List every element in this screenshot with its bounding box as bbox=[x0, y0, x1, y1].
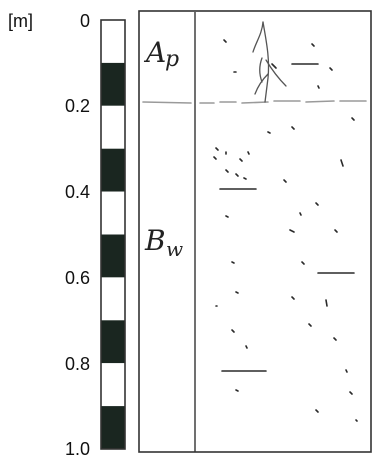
scale-bar-segment bbox=[101, 62, 125, 106]
svg-text:A: A bbox=[143, 36, 166, 69]
scale-bar-segment bbox=[101, 277, 125, 321]
depth-tick-label-4: 0.8 bbox=[65, 354, 90, 374]
depth-scale-bar bbox=[100, 19, 126, 450]
svg-text:p: p bbox=[165, 47, 179, 72]
horizon-boundary-line bbox=[142, 100, 367, 104]
depth-tick-label-2: 0.4 bbox=[65, 182, 90, 202]
scale-bar-segment bbox=[101, 105, 125, 149]
ap-stone-marks bbox=[223, 39, 333, 89]
depth-axis: 0 0.2 0.4 0.6 0.8 1.0 bbox=[65, 11, 90, 459]
scale-bar-outline bbox=[100, 19, 126, 450]
svg-text:B: B bbox=[144, 224, 166, 257]
scale-bar-segment bbox=[101, 320, 125, 364]
horizon-label-ap: A p bbox=[143, 36, 179, 72]
scale-bar-segment bbox=[101, 363, 125, 407]
profile-frame bbox=[138, 10, 372, 453]
scale-bar-segment bbox=[101, 20, 125, 63]
depth-tick-label-5: 1.0 bbox=[65, 439, 90, 459]
depth-tick-label-3: 0.6 bbox=[65, 268, 90, 288]
scale-bar-segment bbox=[101, 234, 125, 278]
depth-unit-label: [m] bbox=[8, 11, 33, 31]
bw-stone-marks bbox=[213, 117, 358, 422]
scale-bar-segment bbox=[101, 148, 125, 192]
horizon-label-bw: B w bbox=[144, 224, 183, 261]
scale-bar-segment bbox=[101, 406, 125, 449]
depth-tick-label-0: 0 bbox=[80, 11, 90, 31]
scale-bar-segment bbox=[101, 191, 125, 235]
root-sketch bbox=[252, 21, 287, 103]
svg-text:w: w bbox=[166, 237, 183, 261]
depth-tick-label-1: 0.2 bbox=[65, 96, 90, 116]
